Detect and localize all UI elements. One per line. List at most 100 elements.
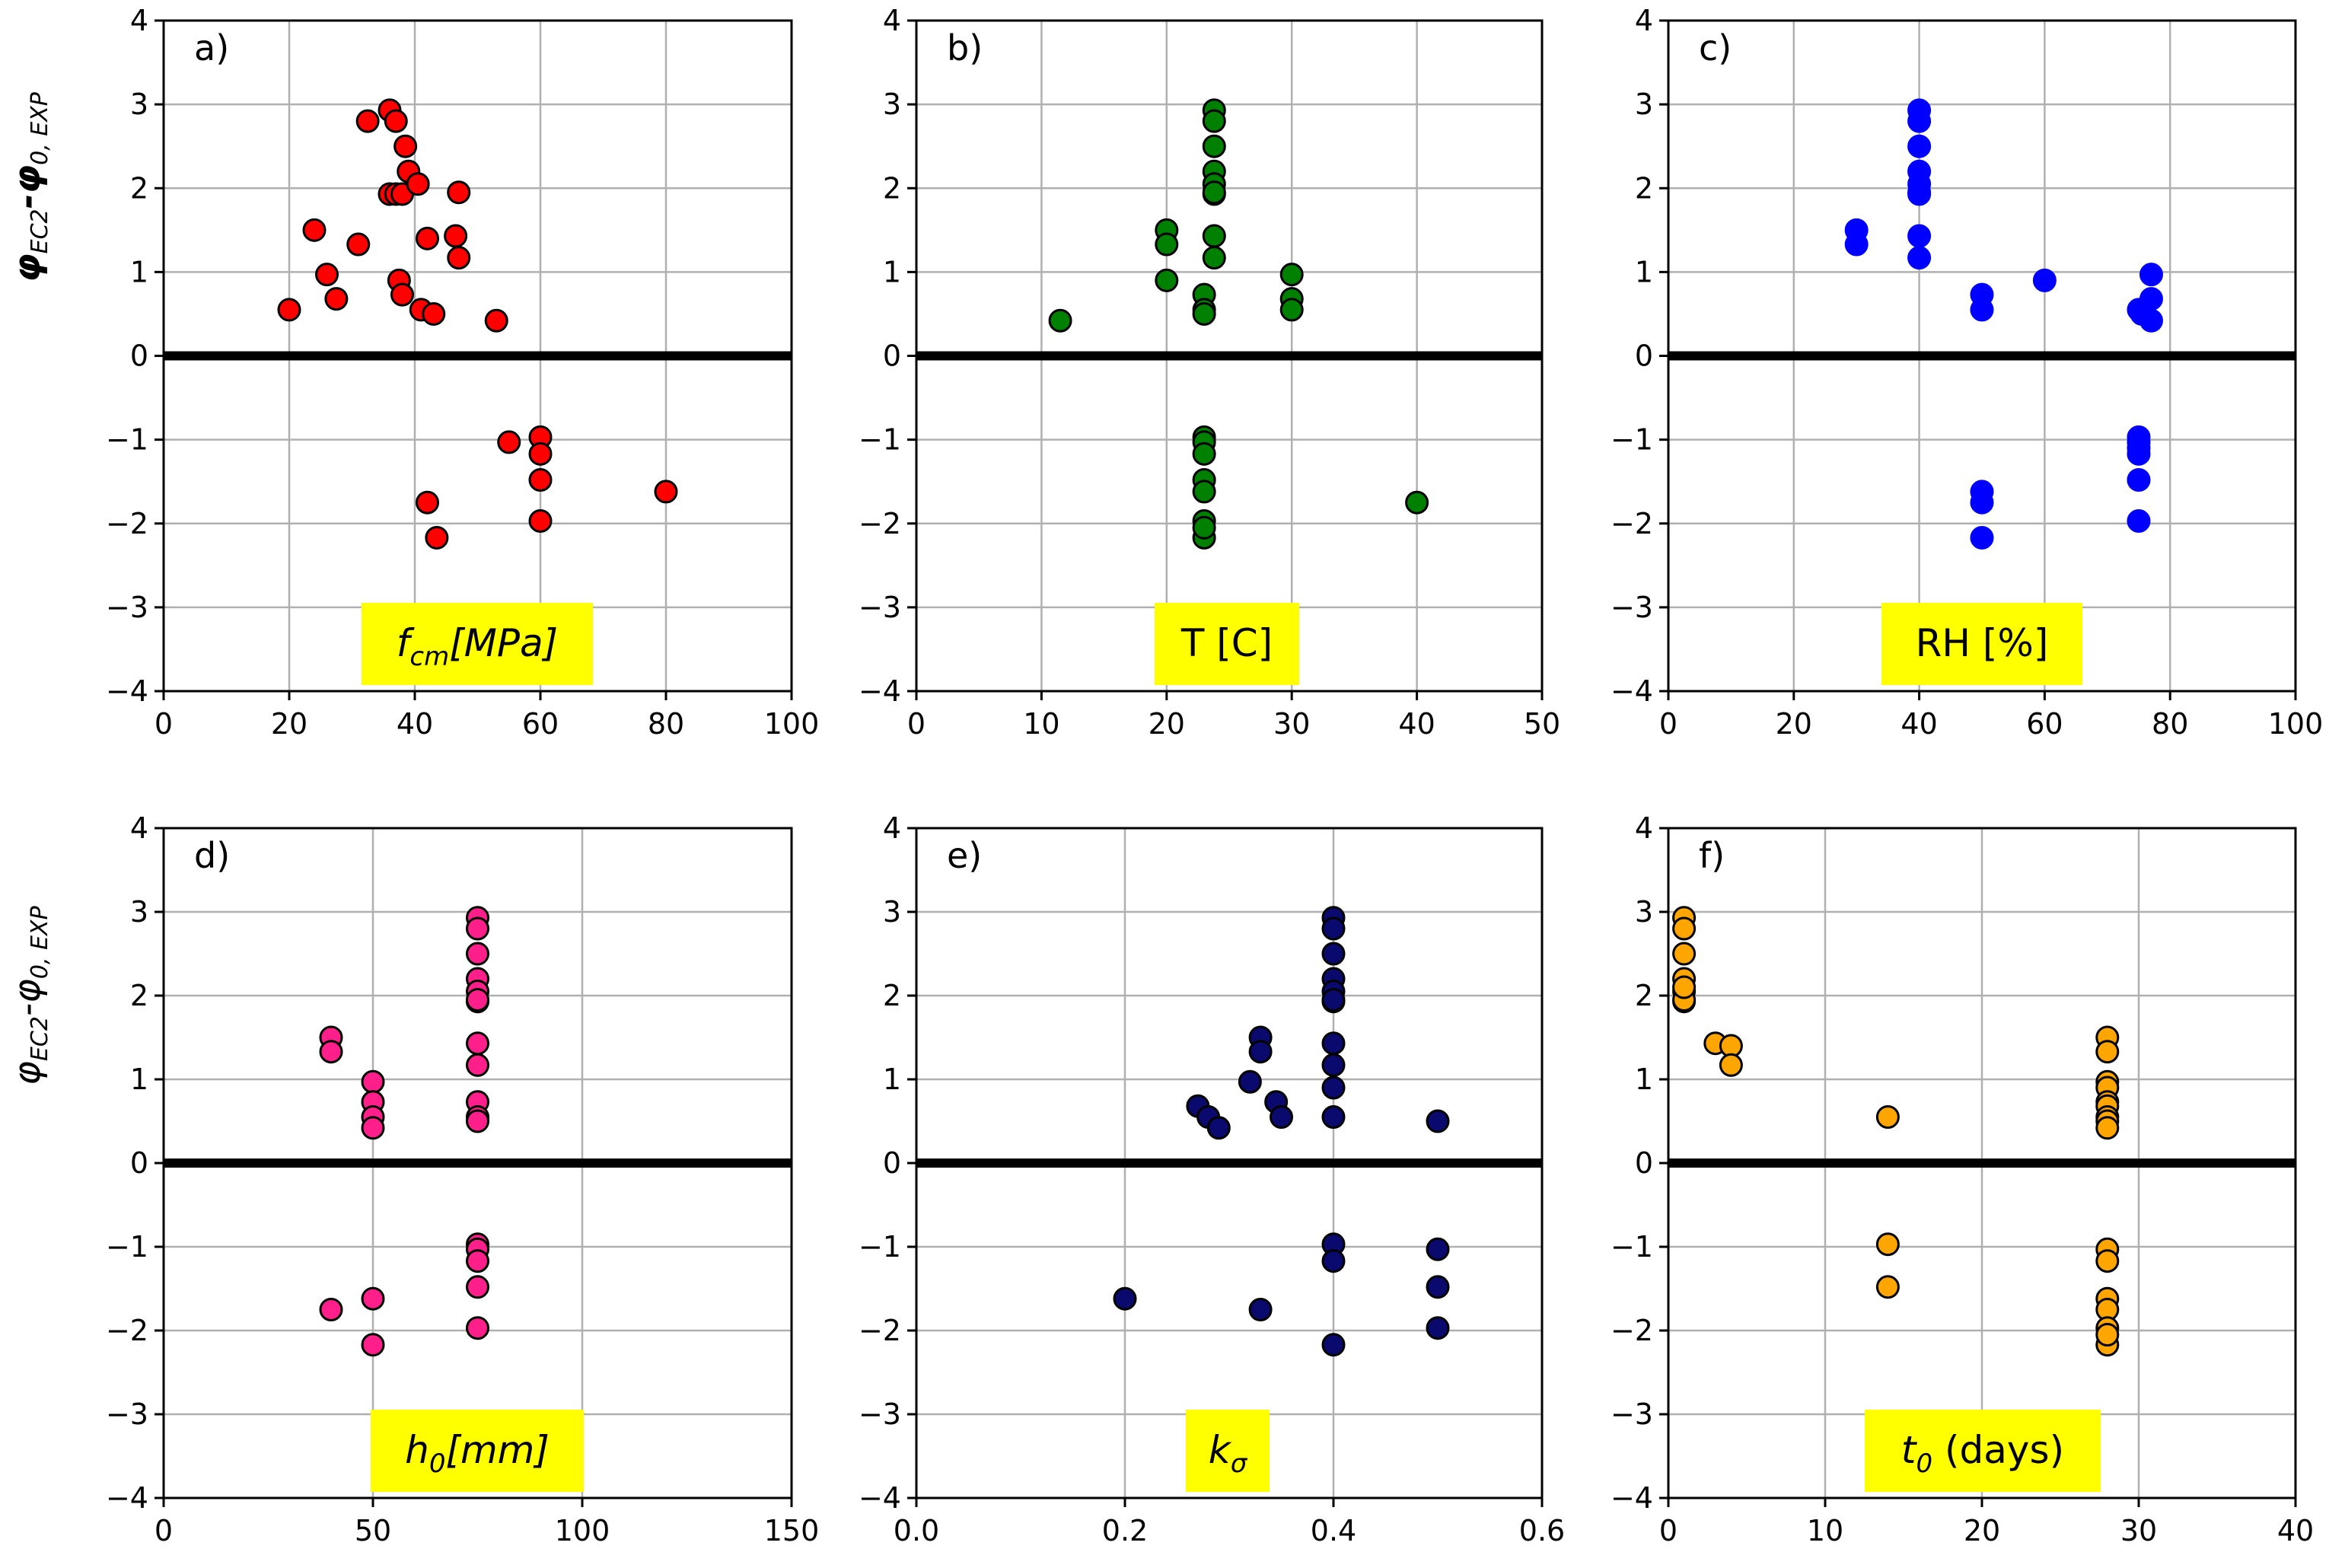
data-point xyxy=(1279,298,1304,322)
x-axis-label: T [C] xyxy=(1180,621,1273,665)
data-point xyxy=(2127,508,2151,533)
data-point xyxy=(484,308,508,333)
x-axis-label: kσ xyxy=(1209,1428,1248,1479)
data-point xyxy=(416,490,439,515)
y-axis-label-bottom: φEC2-φ0, EXP xyxy=(6,905,53,1085)
panel-letter: f) xyxy=(1699,835,1725,876)
y-tick-label: −3 xyxy=(859,1397,901,1431)
data-point xyxy=(1672,975,1697,999)
data-point xyxy=(1321,988,1346,1012)
y-tick-label: −3 xyxy=(1611,591,1653,624)
xlabel-box xyxy=(362,603,593,685)
x-tick-label: 150 xyxy=(764,1514,820,1547)
x-tick-label: 40 xyxy=(2277,1514,2314,1547)
xlabel-sub: σ xyxy=(1231,1448,1248,1479)
data-point xyxy=(393,134,418,158)
data-point xyxy=(1321,1333,1346,1357)
x-tick-label: 0 xyxy=(155,1514,173,1547)
xlabel-box xyxy=(1186,1410,1270,1492)
y-tick-label: 1 xyxy=(883,1063,901,1096)
y-tick-label: 4 xyxy=(883,811,901,845)
y-tick-label: 3 xyxy=(883,88,901,121)
data-point xyxy=(1248,1298,1273,1321)
scatter-points xyxy=(277,98,678,550)
data-point xyxy=(1321,1053,1346,1077)
data-point xyxy=(1907,109,1932,133)
y-tick-label: 0 xyxy=(883,1146,901,1180)
y-tick-label: −4 xyxy=(859,674,901,708)
y-tick-label: 1 xyxy=(130,255,148,288)
panel-b: 0 10 20 30 40 50 −4 −3 −2 −1 0 1 2 3 4 b) T [C] xyxy=(859,4,1560,741)
y-tick-label: 4 xyxy=(130,4,148,37)
y-tick-label: −1 xyxy=(106,1230,148,1264)
scatter-points xyxy=(319,906,489,1357)
data-point xyxy=(302,218,327,242)
y-tick-label: −4 xyxy=(106,674,148,708)
data-point xyxy=(384,109,408,133)
data-point xyxy=(1426,1109,1450,1133)
data-point xyxy=(2127,436,2151,461)
y-tick-label: 3 xyxy=(1635,895,1653,929)
y-tick-label: 1 xyxy=(1635,1063,1653,1096)
xlabel-main: t xyxy=(1901,1428,1918,1472)
data-point xyxy=(2139,263,2163,287)
data-point xyxy=(1206,1116,1231,1140)
x-tick-label: 20 xyxy=(1149,707,1185,741)
data-point xyxy=(361,1116,385,1140)
data-point xyxy=(1844,232,1869,257)
x-tick-label: 40 xyxy=(397,707,433,741)
data-point xyxy=(319,1298,343,1321)
data-point xyxy=(466,1249,489,1273)
x-tick-label: 60 xyxy=(2026,707,2063,741)
y-tick-label: −1 xyxy=(859,1230,901,1264)
xlabel-sub: cm xyxy=(409,642,449,672)
data-point xyxy=(2032,268,2057,292)
data-point xyxy=(466,1275,489,1299)
x-axis-label: RH [%] xyxy=(1916,621,2049,665)
data-point xyxy=(361,1069,385,1094)
x-tick-label: 0 xyxy=(1659,1514,1677,1547)
data-point xyxy=(361,1286,385,1311)
y-tick-label: 2 xyxy=(130,979,148,1012)
data-point xyxy=(1270,1105,1293,1129)
y-tick-label: 4 xyxy=(883,4,901,37)
xlabel-sub: 0 xyxy=(1916,1448,1933,1479)
data-point xyxy=(324,287,349,311)
y-tick-label: −4 xyxy=(1611,674,1653,708)
x-tick-label: 100 xyxy=(764,707,820,741)
data-point xyxy=(466,1031,489,1056)
data-point xyxy=(466,1053,489,1077)
data-point xyxy=(277,298,301,322)
x-tick-label: 0.6 xyxy=(1519,1514,1565,1547)
x-tick-label: 0 xyxy=(1659,707,1677,741)
data-point xyxy=(390,282,414,307)
x-tick-label: 100 xyxy=(2268,707,2324,741)
panel-e: 0.0 0.2 0.4 0.6 −4 −3 −2 −1 0 1 2 3 4 e) kσ xyxy=(859,811,1565,1547)
y-tick-label: −2 xyxy=(106,507,148,540)
data-point xyxy=(2095,1116,2120,1140)
ylabel-sub2: 0, EXP xyxy=(27,905,53,979)
data-point xyxy=(466,942,489,966)
data-point xyxy=(1155,232,1179,257)
y-tick-label: 3 xyxy=(130,88,148,121)
data-point xyxy=(1970,490,1994,515)
data-point xyxy=(361,1333,385,1357)
data-point xyxy=(466,1109,489,1133)
panel-a: 0 20 40 60 80 100 −4 −3 −2 −1 0 1 2 3 4 a) fcm[MPa] xyxy=(106,4,819,741)
data-point xyxy=(1426,1275,1450,1299)
y-tick-label: −3 xyxy=(859,591,901,624)
xlabel-rest: [MPa] xyxy=(449,621,558,665)
data-point xyxy=(416,226,439,250)
panel-c: 0 20 40 60 80 100 −4 −3 −2 −1 0 1 2 3 4 c) RH [%] xyxy=(1611,4,2323,741)
panel-letter: b) xyxy=(947,27,983,69)
y-axis-label-top: φEC2-φ0, EXP xyxy=(6,91,53,282)
xlabel-box xyxy=(1865,1410,2101,1492)
scatter-points xyxy=(1844,98,2163,550)
ylabel-sub2: 0, EXP xyxy=(27,91,53,165)
data-point xyxy=(346,232,371,257)
xlabel-rest: [mm] xyxy=(445,1428,549,1472)
x-tick-label: 30 xyxy=(2120,1514,2157,1547)
panel-letter: d) xyxy=(194,835,230,876)
data-point xyxy=(1907,224,1932,248)
xlabel-main: RH [%] xyxy=(1916,621,2049,665)
